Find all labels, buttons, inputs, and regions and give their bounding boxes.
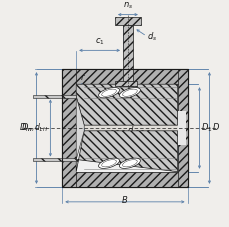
Polygon shape [123, 25, 132, 86]
Polygon shape [177, 69, 187, 187]
Text: $D_m$: $D_m$ [21, 122, 34, 134]
Polygon shape [76, 131, 177, 172]
Text: $d_{1H}$: $d_{1H}$ [34, 122, 48, 134]
Bar [62, 69, 187, 187]
Text: $d_s$: $d_s$ [146, 30, 156, 42]
Ellipse shape [98, 158, 119, 168]
Polygon shape [76, 84, 177, 125]
Text: $r$: $r$ [80, 72, 86, 82]
Polygon shape [32, 95, 76, 98]
Polygon shape [76, 84, 177, 172]
Polygon shape [76, 84, 177, 125]
Text: $D_m$: $D_m$ [19, 122, 32, 134]
Text: D: D [212, 123, 218, 133]
Text: $n_s$: $n_s$ [122, 0, 132, 11]
Text: B: B [122, 196, 127, 205]
Text: $c_1$: $c_1$ [94, 36, 104, 47]
Polygon shape [62, 69, 187, 187]
Polygon shape [76, 96, 84, 160]
Ellipse shape [119, 88, 140, 98]
Polygon shape [76, 131, 177, 172]
Polygon shape [62, 69, 187, 84]
Polygon shape [114, 17, 140, 25]
Polygon shape [62, 69, 76, 187]
Polygon shape [32, 158, 76, 161]
Text: - - - $d$ - - -: - - - $d$ - - - [110, 124, 151, 135]
Polygon shape [114, 81, 136, 86]
Text: $l$: $l$ [128, 150, 132, 161]
Ellipse shape [119, 158, 140, 168]
Polygon shape [177, 111, 185, 145]
Ellipse shape [98, 88, 119, 98]
Text: $D_1$: $D_1$ [201, 122, 212, 134]
Polygon shape [62, 172, 187, 187]
